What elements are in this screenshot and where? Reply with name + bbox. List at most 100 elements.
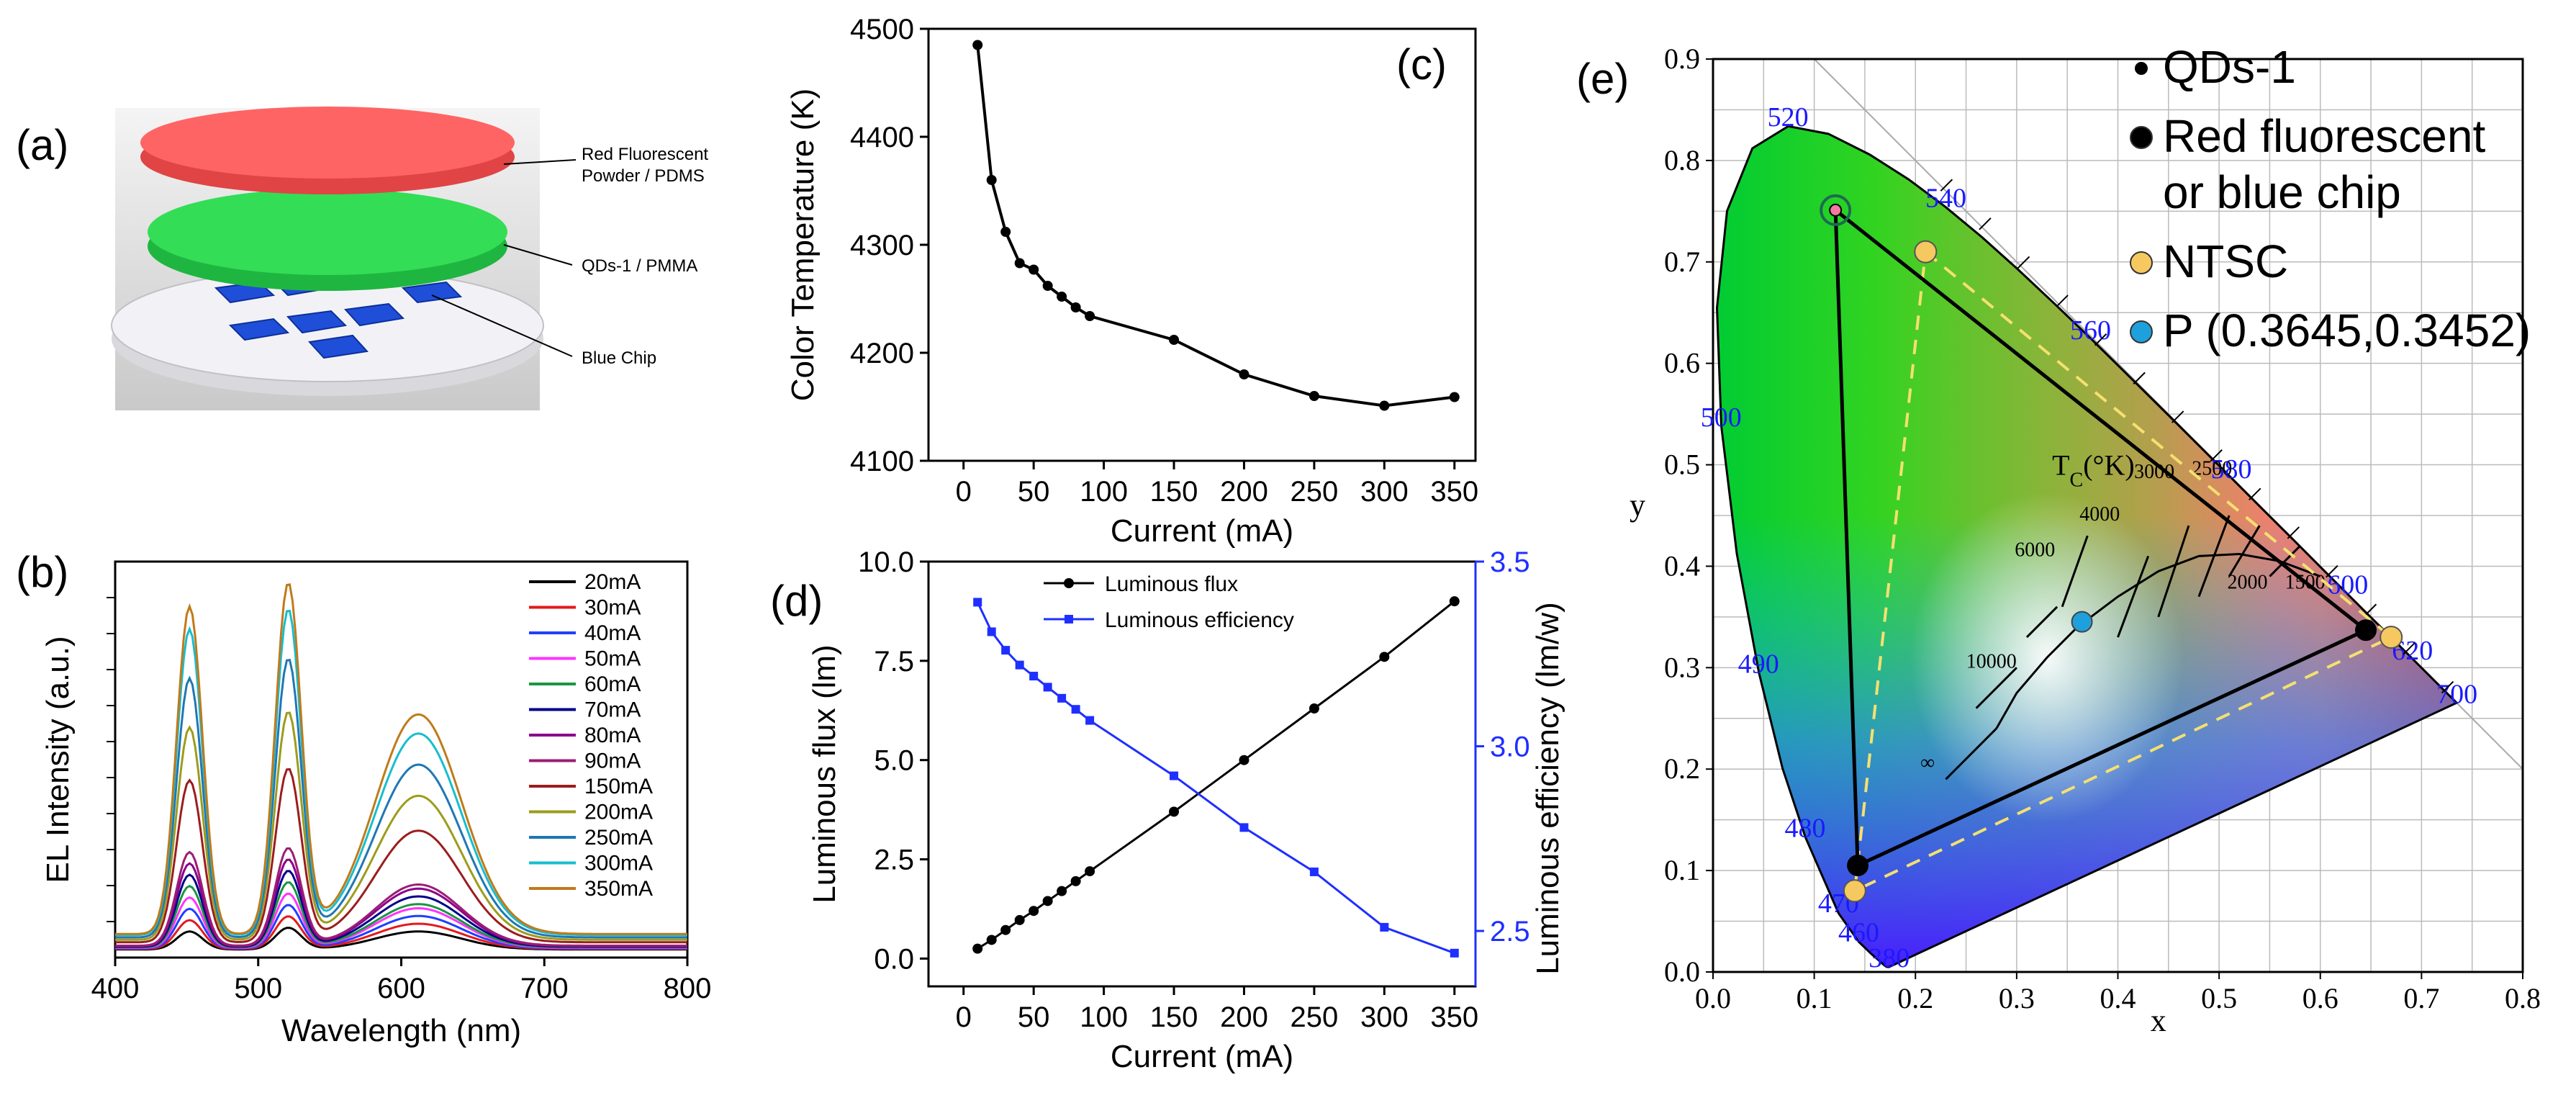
x-tick-label: 100 xyxy=(1080,476,1128,508)
legend-label-150mA: 150mA xyxy=(584,775,653,798)
tc-title-sub: C xyxy=(2070,469,2084,491)
data-point xyxy=(986,175,997,185)
red-layer xyxy=(140,107,515,179)
point-p-marker xyxy=(2071,611,2093,633)
locus-tick xyxy=(2249,487,2261,501)
ntsc-marker xyxy=(2380,626,2403,649)
isotherm-line xyxy=(1975,667,2017,709)
y-tick-label: 4300 xyxy=(850,230,914,261)
panel-a: (a) Red Fluorescent Powder / PDMS QDs-1 xyxy=(0,0,756,518)
x-tick-label: 0.0 xyxy=(1695,982,1731,1014)
data-point xyxy=(1449,596,1460,607)
wavelength-label-540: 540 xyxy=(1925,184,1966,214)
x-tick-label: 500 xyxy=(234,973,282,1004)
y-tick-label: 0.0 xyxy=(874,943,914,975)
x-tick-label: 0.2 xyxy=(1897,982,1933,1014)
chip xyxy=(343,302,405,327)
y-axis-title: Luminous flux (lm) xyxy=(807,644,842,903)
x-tick-label: 0.8 xyxy=(2505,982,2541,1014)
locus-tick xyxy=(2056,294,2069,307)
x-tick-label: 0.7 xyxy=(2403,982,2439,1014)
data-point xyxy=(1000,227,1011,237)
x-tick-label: 0.3 xyxy=(1999,982,2035,1014)
legend-label-30mA: 30mA xyxy=(584,596,641,620)
locus-tick xyxy=(2287,526,2300,539)
data-point xyxy=(1085,311,1095,321)
data-point xyxy=(1379,400,1390,411)
data-point xyxy=(987,627,996,636)
spectrum-line-90mA xyxy=(115,847,687,947)
locus-tick xyxy=(2326,564,2338,578)
x-tick-label: 250 xyxy=(1291,1001,1339,1033)
y-tick-label: 4400 xyxy=(850,122,914,153)
tc-label: ∞ xyxy=(1920,752,1935,774)
x-tick-label: 200 xyxy=(1220,476,1268,508)
x-axis-title: Current (mA) xyxy=(1111,513,1293,549)
legend-label-350mA: 350mA xyxy=(584,877,653,901)
panel-letter-b: (b) xyxy=(16,548,68,596)
data-point xyxy=(1042,281,1053,291)
legend-label-20mA: 20mA xyxy=(584,570,641,594)
panel-b: (b) 400 500 600 700 800 Wavelength (nm) EL Inte… xyxy=(0,518,756,1103)
data-point xyxy=(1043,683,1052,692)
spectrum-line-150mA xyxy=(115,767,687,944)
data-point xyxy=(1071,705,1080,714)
chip xyxy=(401,281,463,304)
label-blue-chip: Blue Chip xyxy=(582,348,656,368)
isotherm-line xyxy=(2157,525,2190,618)
spectral-locus-outline xyxy=(1715,125,2459,968)
y-tick-label: 0.4 xyxy=(1664,549,1700,582)
data-point xyxy=(1001,646,1011,655)
qds-marker-ring xyxy=(1820,194,1852,226)
panel-d: (d) 0 50 100 150 200 250 300 350 0.0 2.5 5.0 7.5 10.0… xyxy=(756,546,1569,1103)
el-spectra-chart: (b) 400 500 600 700 800 Wavelength (nm) EL Inte… xyxy=(16,548,711,1048)
panel-letter-a: (a) xyxy=(16,121,68,169)
locus-tick xyxy=(2094,333,2107,346)
data-point xyxy=(1169,335,1180,345)
panel-a-svg: (a) Red Fluorescent Powder / PDMS QDs-1 xyxy=(16,107,708,410)
x-axis-title: x xyxy=(2151,1003,2166,1038)
data-point xyxy=(1085,716,1095,725)
chip xyxy=(308,334,369,359)
qds-marker xyxy=(1829,203,1843,217)
legend-marker xyxy=(1064,578,1074,588)
data-point xyxy=(1239,369,1249,379)
data-point xyxy=(1014,914,1025,925)
data-point xyxy=(1015,660,1024,670)
wavelength-label-580: 580 xyxy=(2211,454,2252,485)
chip xyxy=(228,318,290,341)
data-point xyxy=(1169,806,1180,817)
data-point xyxy=(1029,672,1039,681)
color-temperature-chart: (c) 0 50 100 150 200 250 300 350 4100 4200 4300 4400… xyxy=(785,14,1478,549)
x-tick-label: 600 xyxy=(377,973,425,1004)
red-fluorescent-marker xyxy=(2355,619,2377,641)
legend-label: Red fluorescent xyxy=(2163,110,2485,162)
locus-tick xyxy=(2210,449,2223,462)
x-tick-label: 200 xyxy=(1220,1001,1268,1033)
panel-e: 0.0 0.1 0.2 0.3 0.4 0.5 0.6 0.7 0.8 0.0 0.1 0.2 0.3 0… xyxy=(1569,0,2576,1103)
wavelength-label-460: 460 xyxy=(1838,918,1879,948)
wavelength-label-380: 380 xyxy=(1868,943,1910,973)
label-qds-pmma: QDs-1 / PMMA xyxy=(582,256,697,276)
isotherm-line xyxy=(2197,515,2231,598)
tc-title-main: T xyxy=(2052,449,2069,482)
y-tick-label: 0.3 xyxy=(1664,651,1700,683)
legend-label-40mA: 40mA xyxy=(584,621,641,645)
spectrum-line-250mA xyxy=(115,659,687,939)
data-point xyxy=(1042,896,1053,906)
x-axis-title: Current (mA) xyxy=(1111,1039,1293,1074)
y-tick-label: 5.0 xyxy=(874,745,914,777)
blue-chip-marker xyxy=(1847,855,1869,877)
x-tick-label: 0.1 xyxy=(1797,982,1832,1014)
x-tick-label: 0 xyxy=(956,476,972,508)
y-tick-label: 0.8 xyxy=(1664,144,1700,176)
data-point xyxy=(1239,755,1249,765)
legend-label-300mA: 300mA xyxy=(584,852,653,875)
y-tick-label: 0.2 xyxy=(1664,752,1700,785)
y2-tick-label: 2.5 xyxy=(1490,916,1530,947)
data-point xyxy=(1309,867,1319,876)
data-point xyxy=(1379,652,1390,662)
data-point xyxy=(986,935,997,945)
data-point xyxy=(1380,922,1389,932)
data-point xyxy=(1309,703,1319,714)
